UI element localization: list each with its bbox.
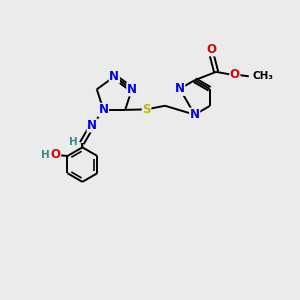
Text: O: O: [230, 68, 240, 81]
Text: N: N: [175, 82, 185, 95]
Text: S: S: [142, 103, 151, 116]
Text: N: N: [190, 108, 200, 121]
Text: CH₃: CH₃: [252, 71, 273, 81]
Text: N: N: [127, 83, 137, 96]
Text: H: H: [41, 149, 50, 160]
Text: N: N: [109, 70, 119, 83]
Text: N: N: [98, 103, 109, 116]
Text: O: O: [207, 43, 217, 56]
Text: H: H: [69, 137, 78, 147]
Text: N: N: [87, 119, 97, 132]
Text: O: O: [51, 148, 61, 161]
